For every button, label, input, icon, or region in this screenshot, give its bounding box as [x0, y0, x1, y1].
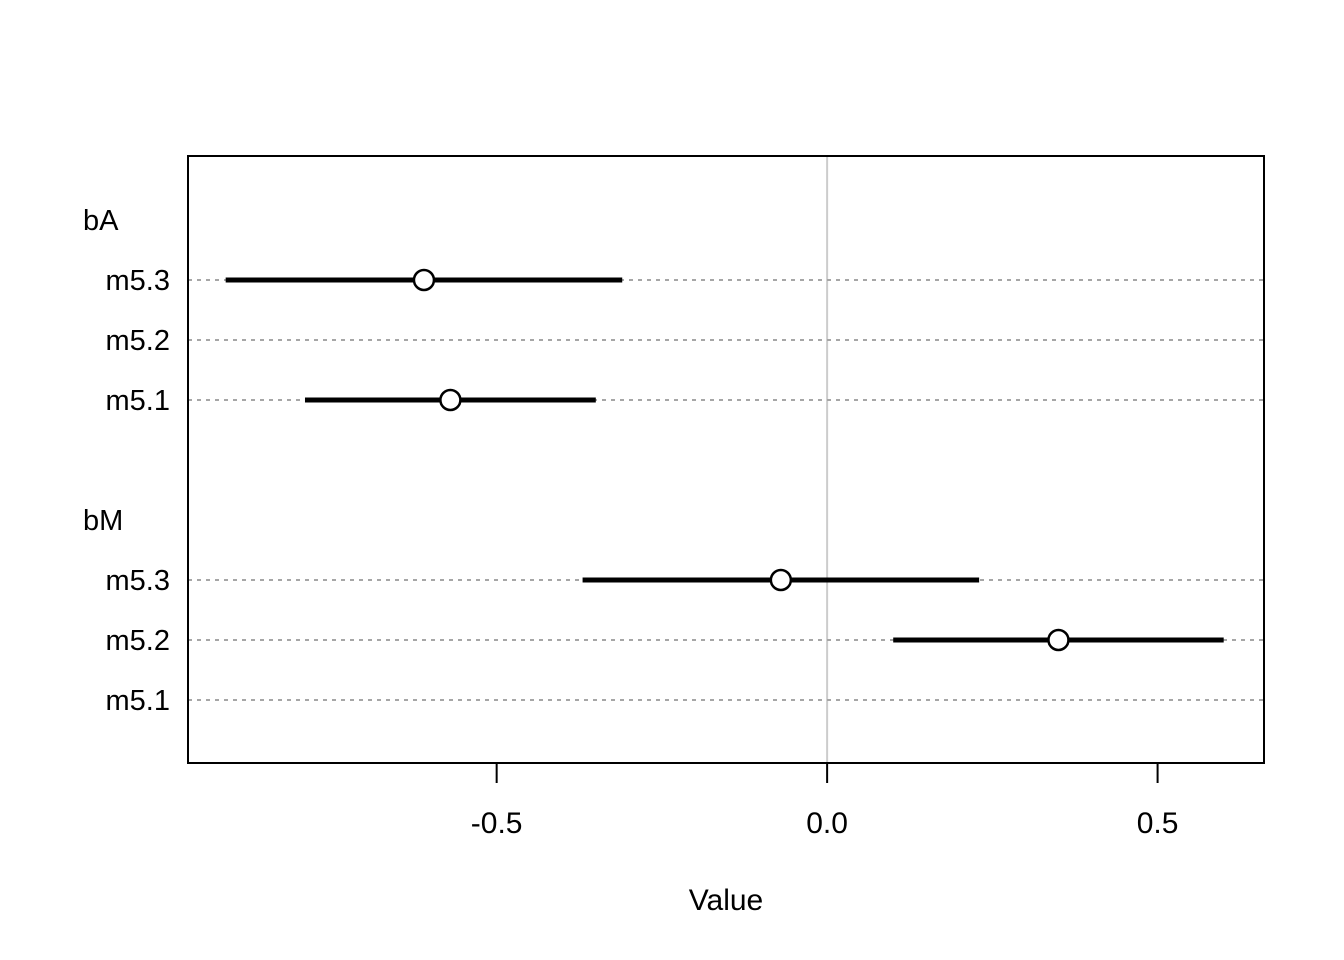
row-label: m5.3	[106, 565, 170, 597]
point-marker	[412, 268, 436, 292]
point-marker	[439, 388, 462, 412]
point-marker	[769, 568, 793, 592]
group-label: bM	[83, 505, 123, 537]
data-layer	[225, 268, 1224, 652]
row-label: m5.2	[106, 325, 170, 357]
label-layer: bA m5.3 m5.2 m5.1 bM m5.3 m5.2 m5.1 -0.5 0.0 0.5	[83, 205, 1178, 840]
plot-border	[187, 155, 1265, 764]
background-layer	[188, 157, 1264, 762]
row-label: m5.1	[106, 685, 170, 717]
point-marker	[1047, 628, 1070, 652]
row-label: m5.1	[106, 385, 170, 417]
x-tick-label: 0.0	[806, 807, 848, 840]
x-axis-title: Value	[689, 884, 764, 917]
group-label: bA	[83, 205, 119, 237]
x-tick-label: -0.5	[471, 807, 523, 840]
x-tick-label: 0.5	[1137, 807, 1179, 840]
row-label: m5.2	[106, 625, 170, 657]
row-label: m5.3	[106, 265, 170, 297]
